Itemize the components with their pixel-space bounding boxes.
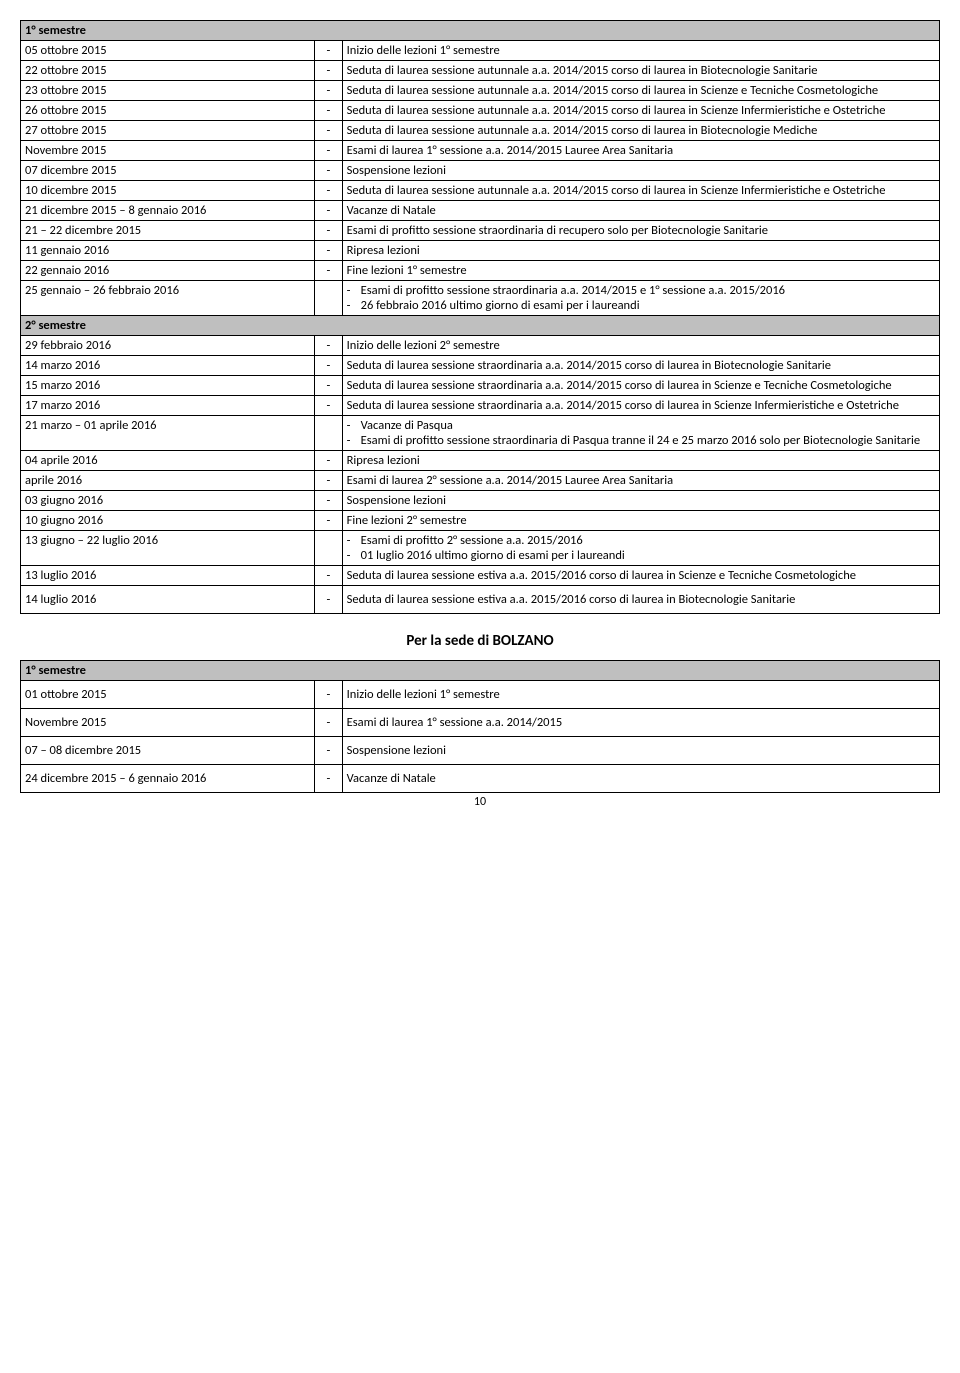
dash-cell: - <box>315 41 343 61</box>
date-cell: Novembre 2015 <box>21 709 315 737</box>
date-cell: 22 ottobre 2015 <box>21 61 315 81</box>
date-cell: 14 luglio 2016 <box>21 586 315 614</box>
description-cell: Seduta di laurea sessione estiva a.a. 20… <box>342 566 939 586</box>
description-cell: Ripresa lezioni <box>342 241 939 261</box>
dash-cell: - <box>315 101 343 121</box>
description-cell: Seduta di laurea sessione estiva a.a. 20… <box>342 586 939 614</box>
dash-cell: - <box>315 261 343 281</box>
description-cell: Fine lezioni 1° semestre <box>342 261 939 281</box>
description-cell: Ripresa lezioni <box>342 451 939 471</box>
dash-cell: - <box>315 471 343 491</box>
date-cell: 10 dicembre 2015 <box>21 181 315 201</box>
date-cell: Novembre 2015 <box>21 141 315 161</box>
description-cell: -Esami di profitto 2° sessione a.a. 2015… <box>342 531 939 566</box>
dash-cell: - <box>315 376 343 396</box>
description-cell: Seduta di laurea sessione straordinaria … <box>342 356 939 376</box>
date-cell: 29 febbraio 2016 <box>21 336 315 356</box>
description-cell: Fine lezioni 2° semestre <box>342 511 939 531</box>
section-title-bolzano: Per la sede di BOLZANO <box>20 632 940 650</box>
description-cell: Inizio delle lezioni 2° semestre <box>342 336 939 356</box>
date-cell: 11 gennaio 2016 <box>21 241 315 261</box>
calendar-table-1: 1° semestre05 ottobre 2015-Inizio delle … <box>20 20 940 614</box>
dash-cell: - <box>315 396 343 416</box>
dash-cell: - <box>315 451 343 471</box>
dash-cell <box>315 281 343 316</box>
date-cell: 25 gennaio – 26 febbraio 2016 <box>21 281 315 316</box>
dash-cell: - <box>315 681 343 709</box>
date-cell: 17 marzo 2016 <box>21 396 315 416</box>
description-cell: Sospensione lezioni <box>342 161 939 181</box>
dash-cell: - <box>315 141 343 161</box>
date-cell: 27 ottobre 2015 <box>21 121 315 141</box>
date-cell: aprile 2016 <box>21 471 315 491</box>
date-cell: 04 aprile 2016 <box>21 451 315 471</box>
date-cell: 03 giugno 2016 <box>21 491 315 511</box>
description-cell: Sospensione lezioni <box>342 737 939 765</box>
date-cell: 23 ottobre 2015 <box>21 81 315 101</box>
semester-header: 1° semestre <box>21 661 940 681</box>
date-cell: 07 dicembre 2015 <box>21 161 315 181</box>
dash-cell: - <box>315 221 343 241</box>
description-cell: Seduta di laurea sessione autunnale a.a.… <box>342 61 939 81</box>
description-cell: Inizio delle lezioni 1° semestre <box>342 681 939 709</box>
description-cell: Seduta di laurea sessione autunnale a.a.… <box>342 181 939 201</box>
dash-cell: - <box>315 201 343 221</box>
dash-cell: - <box>315 586 343 614</box>
dash-cell: - <box>315 336 343 356</box>
description-cell: Esami di laurea 1° sessione a.a. 2014/20… <box>342 709 939 737</box>
dash-cell: - <box>315 241 343 261</box>
date-cell: 15 marzo 2016 <box>21 376 315 396</box>
date-cell: 21 – 22 dicembre 2015 <box>21 221 315 241</box>
description-cell: Seduta di laurea sessione autunnale a.a.… <box>342 101 939 121</box>
dash-cell <box>315 531 343 566</box>
dash-cell: - <box>315 709 343 737</box>
description-cell: Seduta di laurea sessione straordinaria … <box>342 376 939 396</box>
date-cell: 22 gennaio 2016 <box>21 261 315 281</box>
description-cell: Inizio delle lezioni 1° semestre <box>342 41 939 61</box>
description-cell: Seduta di laurea sessione autunnale a.a.… <box>342 121 939 141</box>
description-cell: -Esami di profitto sessione straordinari… <box>342 281 939 316</box>
date-cell: 01 ottobre 2015 <box>21 681 315 709</box>
dash-cell: - <box>315 511 343 531</box>
dash-cell: - <box>315 737 343 765</box>
date-cell: 10 giugno 2016 <box>21 511 315 531</box>
date-cell: 13 luglio 2016 <box>21 566 315 586</box>
description-cell: Seduta di laurea sessione straordinaria … <box>342 396 939 416</box>
description-cell: Esami di profitto sessione straordinaria… <box>342 221 939 241</box>
description-cell: Sospensione lezioni <box>342 491 939 511</box>
description-cell: Esami di laurea 1° sessione a.a. 2014/20… <box>342 141 939 161</box>
date-cell: 26 ottobre 2015 <box>21 101 315 121</box>
semester-header: 2° semestre <box>21 316 940 336</box>
dash-cell: - <box>315 491 343 511</box>
dash-cell: - <box>315 181 343 201</box>
date-cell: 24 dicembre 2015 – 6 gennaio 2016 <box>21 765 315 793</box>
page-number: 10 <box>20 795 940 809</box>
dash-cell <box>315 416 343 451</box>
description-cell: Vacanze di Natale <box>342 765 939 793</box>
date-cell: 14 marzo 2016 <box>21 356 315 376</box>
description-cell: Esami di laurea 2° sessione a.a. 2014/20… <box>342 471 939 491</box>
date-cell: 07 – 08 dicembre 2015 <box>21 737 315 765</box>
calendar-table-2: 1° semestre01 ottobre 2015-Inizio delle … <box>20 660 940 793</box>
description-cell: -Vacanze di Pasqua-Esami di profitto ses… <box>342 416 939 451</box>
date-cell: 05 ottobre 2015 <box>21 41 315 61</box>
dash-cell: - <box>315 121 343 141</box>
date-cell: 21 marzo – 01 aprile 2016 <box>21 416 315 451</box>
description-cell: Seduta di laurea sessione autunnale a.a.… <box>342 81 939 101</box>
date-cell: 13 giugno – 22 luglio 2016 <box>21 531 315 566</box>
dash-cell: - <box>315 356 343 376</box>
date-cell: 21 dicembre 2015 – 8 gennaio 2016 <box>21 201 315 221</box>
dash-cell: - <box>315 161 343 181</box>
dash-cell: - <box>315 566 343 586</box>
dash-cell: - <box>315 765 343 793</box>
description-cell: Vacanze di Natale <box>342 201 939 221</box>
semester-header: 1° semestre <box>21 21 940 41</box>
dash-cell: - <box>315 81 343 101</box>
dash-cell: - <box>315 61 343 81</box>
